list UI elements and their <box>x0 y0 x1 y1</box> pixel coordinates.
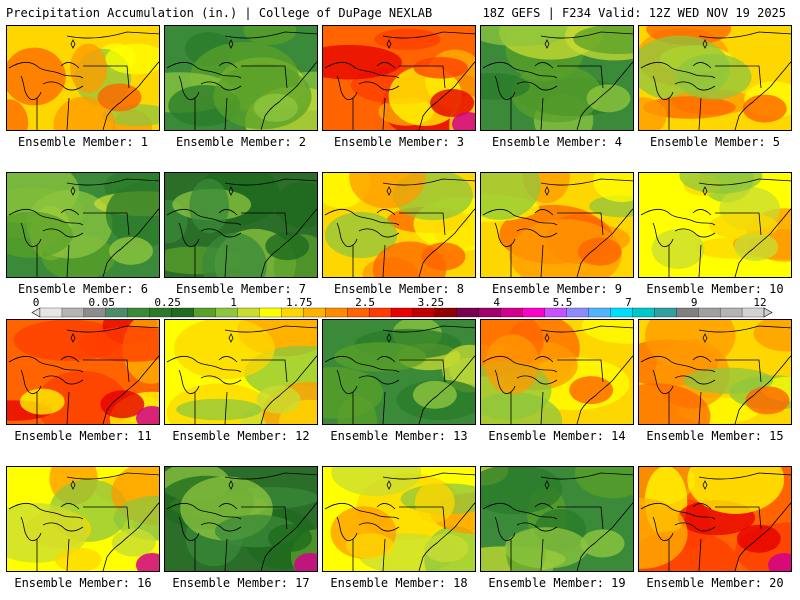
colorbar-tick-label: 7 <box>625 296 632 309</box>
ensemble-map-6 <box>6 172 160 278</box>
colorbar-swatch <box>237 307 260 318</box>
colorbar-swatch <box>698 307 721 318</box>
ensemble-map-9 <box>480 172 634 278</box>
colorbar-swatch <box>412 307 436 318</box>
colorbar-swatch <box>193 307 216 318</box>
ensemble-member-label: Ensemble Member: 15 <box>646 429 784 443</box>
colorbar-swatch <box>478 307 502 318</box>
ensemble-member-label: Ensemble Member: 13 <box>330 429 468 443</box>
ensemble-member-label: Ensemble Member: 5 <box>649 135 781 149</box>
colorbar-swatch <box>566 307 589 318</box>
colorbar-swatch <box>149 307 173 318</box>
precip-colorbar: 0 0.05 0.25 1 1.75 2.5 3.25 4 5.5 7 9 12 <box>31 296 773 318</box>
colorbar-tick-label: 2.5 <box>355 296 375 309</box>
colorbar-left-arrow <box>31 307 41 318</box>
colorbar-swatch <box>610 307 633 318</box>
ensemble-member-label: Ensemble Member: 2 <box>175 135 307 149</box>
colorbar-tick-label: 0.05 <box>89 296 116 309</box>
ensemble-map-7 <box>164 172 318 278</box>
ensemble-member-label: Ensemble Member: 14 <box>488 429 626 443</box>
colorbar-swatch <box>83 307 107 318</box>
colorbar-swatch <box>346 307 370 318</box>
colorbar-swatch <box>259 307 282 318</box>
ensemble-map-12 <box>164 319 318 425</box>
ensemble-map-17 <box>164 466 318 572</box>
ensemble-map-15 <box>638 319 792 425</box>
colorbar-swatch <box>456 307 480 318</box>
ensemble-member-label: Ensemble Member: 19 <box>488 576 626 590</box>
ensemble-map-19 <box>480 466 634 572</box>
ensemble-map-16 <box>6 466 160 572</box>
colorbar-swatch <box>105 307 129 318</box>
colorbar-tick-label: 4 <box>493 296 500 309</box>
colorbar-swatch <box>171 307 195 318</box>
colorbar-swatch <box>39 307 63 318</box>
colorbar-swatch <box>215 307 238 318</box>
colorbar-swatch <box>741 307 765 318</box>
colorbar-swatch <box>719 307 743 318</box>
ensemble-member-label: Ensemble Member: 12 <box>172 429 310 443</box>
ensemble-member-label: Ensemble Member: 8 <box>333 282 465 296</box>
ensemble-member-label: Ensemble Member: 17 <box>172 576 310 590</box>
ensemble-map-3 <box>322 25 476 131</box>
colorbar-swatch <box>500 307 524 318</box>
ensemble-member-label: Ensemble Member: 18 <box>330 576 468 590</box>
map-title: Precipitation Accumulation (in.) | Colle… <box>6 6 433 20</box>
ensemble-member-label: Ensemble Member: 10 <box>646 282 784 296</box>
colorbar-swatch <box>434 307 458 318</box>
ensemble-member-label: Ensemble Member: 9 <box>491 282 623 296</box>
colorbar-swatch <box>588 307 611 318</box>
ensemble-member-label: Ensemble Member: 11 <box>14 429 152 443</box>
ensemble-member-label: Ensemble Member: 1 <box>17 135 149 149</box>
colorbar-right-arrow <box>763 307 773 318</box>
colorbar-tick-label: 3.25 <box>418 296 445 309</box>
colorbar-tick-label: 0.25 <box>154 296 181 309</box>
ensemble-map-13 <box>322 319 476 425</box>
ensemble-map-18 <box>322 466 476 572</box>
colorbar-swatch <box>390 307 414 318</box>
ensemble-map-4 <box>480 25 634 131</box>
colorbar-swatch <box>281 307 304 318</box>
ensemble-member-label: Ensemble Member: 16 <box>14 576 152 590</box>
model-run-info: 18Z GEFS | F234 Valid: 12Z WED NOV 19 20… <box>482 6 786 20</box>
ensemble-map-10 <box>638 172 792 278</box>
ensemble-map-2 <box>164 25 318 131</box>
colorbar-swatch <box>544 307 567 318</box>
colorbar-tick-label: 9 <box>691 296 698 309</box>
ensemble-member-label: Ensemble Member: 6 <box>17 282 149 296</box>
ensemble-member-label: Ensemble Member: 7 <box>175 282 307 296</box>
ensemble-member-label: Ensemble Member: 3 <box>333 135 465 149</box>
colorbar-swatch <box>368 307 392 318</box>
colorbar-swatch <box>676 307 699 318</box>
colorbar-swatch <box>303 307 326 318</box>
colorbar-tick-label: 1.75 <box>286 296 313 309</box>
ensemble-map-14 <box>480 319 634 425</box>
colorbar-tick-label: 1 <box>230 296 237 309</box>
colorbar-swatch <box>61 307 85 318</box>
ensemble-map-5 <box>638 25 792 131</box>
colorbar-tick-label: 5.5 <box>553 296 573 309</box>
ensemble-map-11 <box>6 319 160 425</box>
colorbar-tick-label: 12 <box>753 296 766 309</box>
ensemble-member-label: Ensemble Member: 4 <box>491 135 623 149</box>
colorbar-swatch <box>325 307 348 318</box>
ensemble-map-20 <box>638 466 792 572</box>
colorbar-tick-label: 0 <box>33 296 40 309</box>
colorbar-swatch <box>654 307 677 318</box>
colorbar-swatch <box>127 307 151 318</box>
colorbar-swatch <box>522 307 546 318</box>
ensemble-member-label: Ensemble Member: 20 <box>646 576 784 590</box>
ensemble-map-8 <box>322 172 476 278</box>
ensemble-map-1 <box>6 25 160 131</box>
colorbar-swatch <box>632 307 655 318</box>
